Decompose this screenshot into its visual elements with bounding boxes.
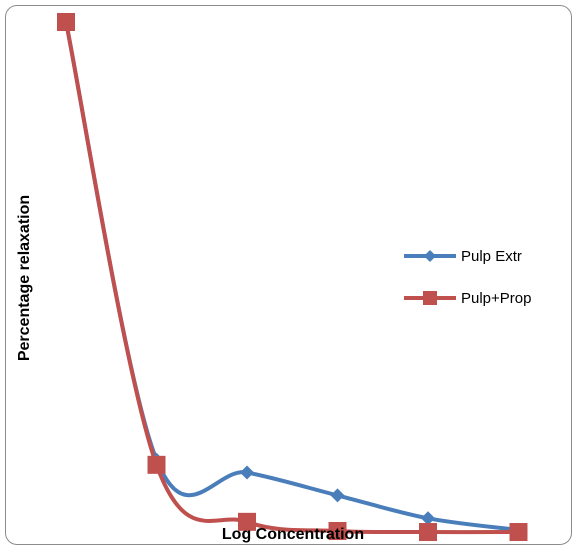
series-1-point-4: [330, 488, 345, 503]
series-layer: [64, 20, 521, 535]
series-line-1: [64, 20, 521, 532]
y-axis-title: Percentage relaxation: [16, 195, 33, 361]
series-1-point-5: [421, 511, 435, 526]
series-2-point-6: [509, 523, 528, 542]
series-line-2: [64, 20, 521, 535]
series-2-point-5: [419, 523, 437, 542]
legend-marker-1: [424, 250, 436, 262]
chart-frame: [5, 5, 572, 545]
marker-layer: [57, 13, 528, 542]
series-2-point-4: [328, 522, 347, 540]
series-1-point-3: [240, 465, 254, 480]
legend-marker-2: [423, 291, 437, 305]
series-2-point-3: [238, 512, 256, 531]
legend: Pulp Extr Pulp+Prop: [404, 248, 531, 307]
x-axis-title: Log Concentration: [222, 526, 364, 543]
legend-label-1: Pulp Extr: [461, 248, 522, 265]
series-2-point-1: [57, 13, 75, 31]
series-2-point-2: [147, 455, 166, 474]
legend-label-2: Pulp+Prop: [461, 290, 531, 307]
